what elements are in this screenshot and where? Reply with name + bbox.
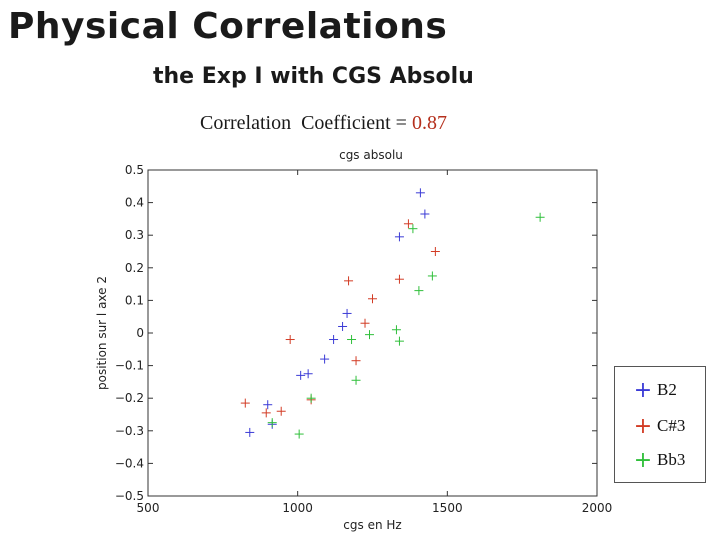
y-tick-label: 0.1 — [125, 293, 144, 307]
data-point — [338, 321, 348, 331]
correlation-label: Correlation Coefficient = — [200, 112, 412, 134]
legend-item-bb3: + Bb3 — [629, 445, 686, 475]
y-tick-label: −0.2 — [115, 391, 144, 405]
data-point — [263, 400, 273, 410]
x-tick-label: 1000 — [282, 501, 313, 515]
y-tick-label: 0.3 — [125, 228, 144, 242]
y-tick-label: 0 — [136, 326, 144, 340]
legend-label-bb3: Bb3 — [657, 450, 686, 469]
data-point — [394, 336, 404, 346]
data-point — [320, 354, 330, 364]
data-point — [427, 271, 437, 281]
x-axis: 500 1000 1500 2000 — [137, 170, 613, 515]
slide-subtitle: the Exp I with CGS Absolu — [153, 64, 474, 89]
x-tick-label: 500 — [137, 501, 160, 515]
data-point — [351, 375, 361, 385]
chart-title: cgs absolu — [339, 148, 403, 162]
legend-label-csharp3: C#3 — [657, 416, 686, 435]
data-point — [415, 188, 425, 198]
y-tick-label: 0.4 — [125, 196, 144, 210]
data-point — [430, 247, 440, 256]
legend-item-csharp3: + C#3 — [629, 411, 686, 441]
data-point — [245, 427, 255, 437]
data-point — [408, 224, 418, 234]
data-point — [368, 294, 377, 304]
data-point — [360, 318, 370, 328]
legend: + B2 + C#3 + Bb3 — [614, 366, 706, 483]
data-point — [344, 276, 354, 286]
y-tick-label: −0.4 — [115, 456, 144, 470]
legend-marker-b2: + — [633, 377, 653, 403]
correlation-value: 0.87 — [411, 112, 447, 134]
data-point — [276, 406, 286, 416]
data-point — [365, 330, 375, 340]
data-point — [240, 398, 250, 408]
x-axis-label: cgs en Hz — [343, 518, 401, 532]
data-point — [261, 408, 271, 418]
slide-title: Physical Correlations — [8, 6, 448, 47]
y-tick-label: 0.2 — [125, 261, 144, 275]
data-point — [403, 219, 413, 229]
data-point — [347, 335, 357, 345]
x-tick-label: 2000 — [582, 501, 613, 515]
data-point — [306, 393, 316, 403]
data-point — [294, 429, 304, 439]
data-point — [285, 335, 295, 345]
data-point — [351, 356, 361, 366]
data-point — [535, 212, 545, 222]
y-axis-label: position sur l axe 2 — [95, 276, 109, 390]
x-tick-label: 1500 — [432, 501, 463, 515]
data-points — [240, 188, 545, 439]
y-tick-label: −0.3 — [115, 424, 144, 438]
correlation-line: Correlation Coefficient = 0.87 — [200, 112, 447, 135]
data-point — [329, 335, 339, 345]
scatter-chart: cgs absolu 0.5 0.4 0.3 0.2 0.1 0 −0.1 −0.2 −0.3 −… — [76, 139, 643, 540]
y-axis: 0.5 0.4 0.3 0.2 0.1 0 −0.1 −0.2 −0.3 −0.4 −0.5 — [115, 163, 597, 503]
legend-marker-bb3: + — [633, 447, 653, 473]
data-point — [391, 325, 401, 335]
data-point — [394, 274, 404, 284]
data-point — [303, 369, 313, 379]
data-point — [267, 418, 277, 428]
data-point — [414, 286, 424, 296]
data-point — [394, 232, 404, 242]
data-point — [342, 308, 352, 318]
y-tick-label: −0.5 — [115, 489, 144, 503]
chart-background — [76, 139, 643, 540]
legend-item-b2: + B2 — [629, 375, 677, 405]
legend-marker-csharp3: + — [633, 413, 653, 439]
data-point — [420, 209, 430, 219]
legend-label-b2: B2 — [657, 380, 677, 399]
y-tick-label: 0.5 — [125, 163, 144, 177]
y-tick-label: −0.1 — [115, 359, 144, 373]
data-point — [296, 370, 306, 380]
